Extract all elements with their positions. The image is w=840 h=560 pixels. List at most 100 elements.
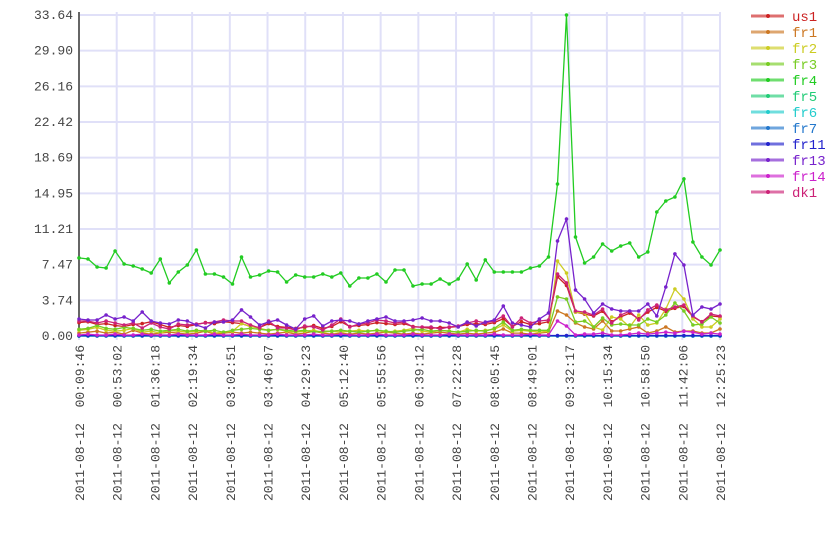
data-point-fr13 (257, 323, 262, 327)
data-point-fr4 (501, 270, 506, 274)
data-point-fr4 (447, 282, 452, 286)
data-point-fr1 (718, 327, 722, 331)
data-point-fr4 (664, 199, 668, 203)
legend-label: fr6 (792, 106, 817, 122)
data-point-fr4 (366, 276, 370, 280)
data-point-us1 (113, 323, 117, 328)
data-point-fr14 (456, 333, 461, 337)
y-tick-label: 0.00 (42, 329, 73, 344)
data-point-fr14 (510, 333, 515, 337)
data-point-fr14 (284, 333, 289, 337)
data-point-fr4 (591, 255, 596, 259)
data-point-fr4 (546, 255, 551, 259)
data-point-fr3 (456, 330, 461, 335)
data-point-fr14 (682, 329, 686, 334)
data-point-fr4 (321, 272, 325, 276)
data-point-fr3 (221, 330, 226, 335)
data-point-fr13 (420, 316, 424, 320)
data-point-us1 (375, 320, 379, 325)
data-point-fr13 (438, 319, 442, 323)
data-point-fr14 (384, 333, 388, 337)
data-point-fr4 (311, 275, 316, 279)
data-point-fr14 (122, 333, 126, 337)
legend-marker (766, 126, 770, 130)
x-tick-label: 2011-08-12 06:39:12 (412, 345, 427, 501)
legend-label: fr5 (792, 90, 817, 106)
data-point-fr3 (636, 323, 641, 327)
legend-label: fr14 (792, 170, 826, 186)
data-point-dk1 (501, 314, 506, 318)
data-point-fr13 (167, 322, 172, 326)
data-point-fr4 (510, 270, 515, 274)
data-point-fr14 (564, 324, 569, 328)
data-point-fr14 (600, 331, 605, 335)
data-point-fr13 (203, 326, 208, 330)
data-point-dk1 (600, 307, 605, 311)
data-point-fr14 (293, 333, 298, 337)
data-point-fr4 (275, 270, 280, 274)
data-point-fr14 (465, 333, 470, 337)
data-point-fr2 (673, 287, 677, 291)
data-point-dk1 (275, 326, 280, 330)
data-point-fr4 (122, 262, 126, 266)
data-point-fr14 (375, 332, 379, 336)
data-point-fr2 (600, 328, 605, 332)
data-point-fr3 (185, 329, 190, 334)
data-point-fr13 (77, 317, 81, 321)
y-tick-label: 22.42 (34, 115, 73, 130)
data-point-fr4 (330, 275, 334, 279)
data-point-fr4 (411, 284, 415, 288)
data-point-fr13 (275, 318, 280, 322)
data-point-fr3 (266, 328, 271, 333)
data-point-fr14 (194, 333, 199, 337)
data-point-fr13 (636, 309, 641, 313)
legend-marker (766, 174, 770, 178)
data-point-dk1 (573, 309, 578, 313)
x-tick-label: 2011-08-12 05:12:40 (337, 345, 352, 501)
data-point-fr14 (555, 319, 560, 323)
data-point-fr14 (700, 332, 704, 336)
y-tick-label: 26.16 (34, 79, 73, 94)
data-point-fr14 (393, 333, 397, 337)
data-point-fr3 (537, 328, 542, 333)
data-point-us1 (519, 319, 524, 324)
data-point-dk1 (429, 325, 433, 329)
data-point-fr4 (627, 241, 632, 245)
data-point-fr14 (221, 333, 226, 337)
data-point-fr14 (212, 332, 217, 336)
legend-label: fr11 (792, 138, 826, 154)
data-point-fr3 (618, 322, 623, 326)
legend-item-fr14: fr14 (751, 170, 826, 186)
legend-item-fr5: fr5 (751, 90, 817, 106)
data-point-fr13 (176, 318, 181, 322)
data-point-fr1 (618, 329, 623, 333)
data-point-fr4 (709, 263, 713, 267)
data-point-fr4 (519, 270, 524, 274)
data-point-fr14 (673, 331, 677, 335)
data-point-fr4 (682, 177, 686, 181)
data-point-fr14 (492, 332, 497, 336)
data-point-fr13 (104, 313, 108, 317)
data-point-fr3 (176, 327, 181, 332)
legend-marker (766, 78, 770, 82)
series-dk1 (77, 272, 722, 332)
data-point-fr3 (429, 329, 433, 334)
data-point-fr3 (357, 330, 361, 335)
data-point-fr13 (357, 322, 361, 326)
data-point-fr1 (555, 309, 560, 313)
data-point-fr13 (627, 309, 632, 313)
data-point-fr3 (528, 328, 533, 333)
y-tick-label: 18.69 (34, 151, 73, 166)
data-point-fr4 (357, 276, 361, 280)
data-point-fr13 (483, 320, 488, 324)
data-point-fr4 (293, 273, 298, 277)
data-point-fr14 (113, 332, 117, 336)
data-point-fr13 (284, 323, 289, 327)
data-point-fr4 (113, 249, 117, 253)
data-point-fr14 (402, 333, 406, 337)
data-point-dk1 (510, 325, 515, 329)
data-point-fr1 (609, 329, 614, 333)
data-point-fr14 (691, 330, 695, 335)
data-point-fr3 (302, 328, 307, 333)
data-point-fr2 (709, 325, 713, 329)
